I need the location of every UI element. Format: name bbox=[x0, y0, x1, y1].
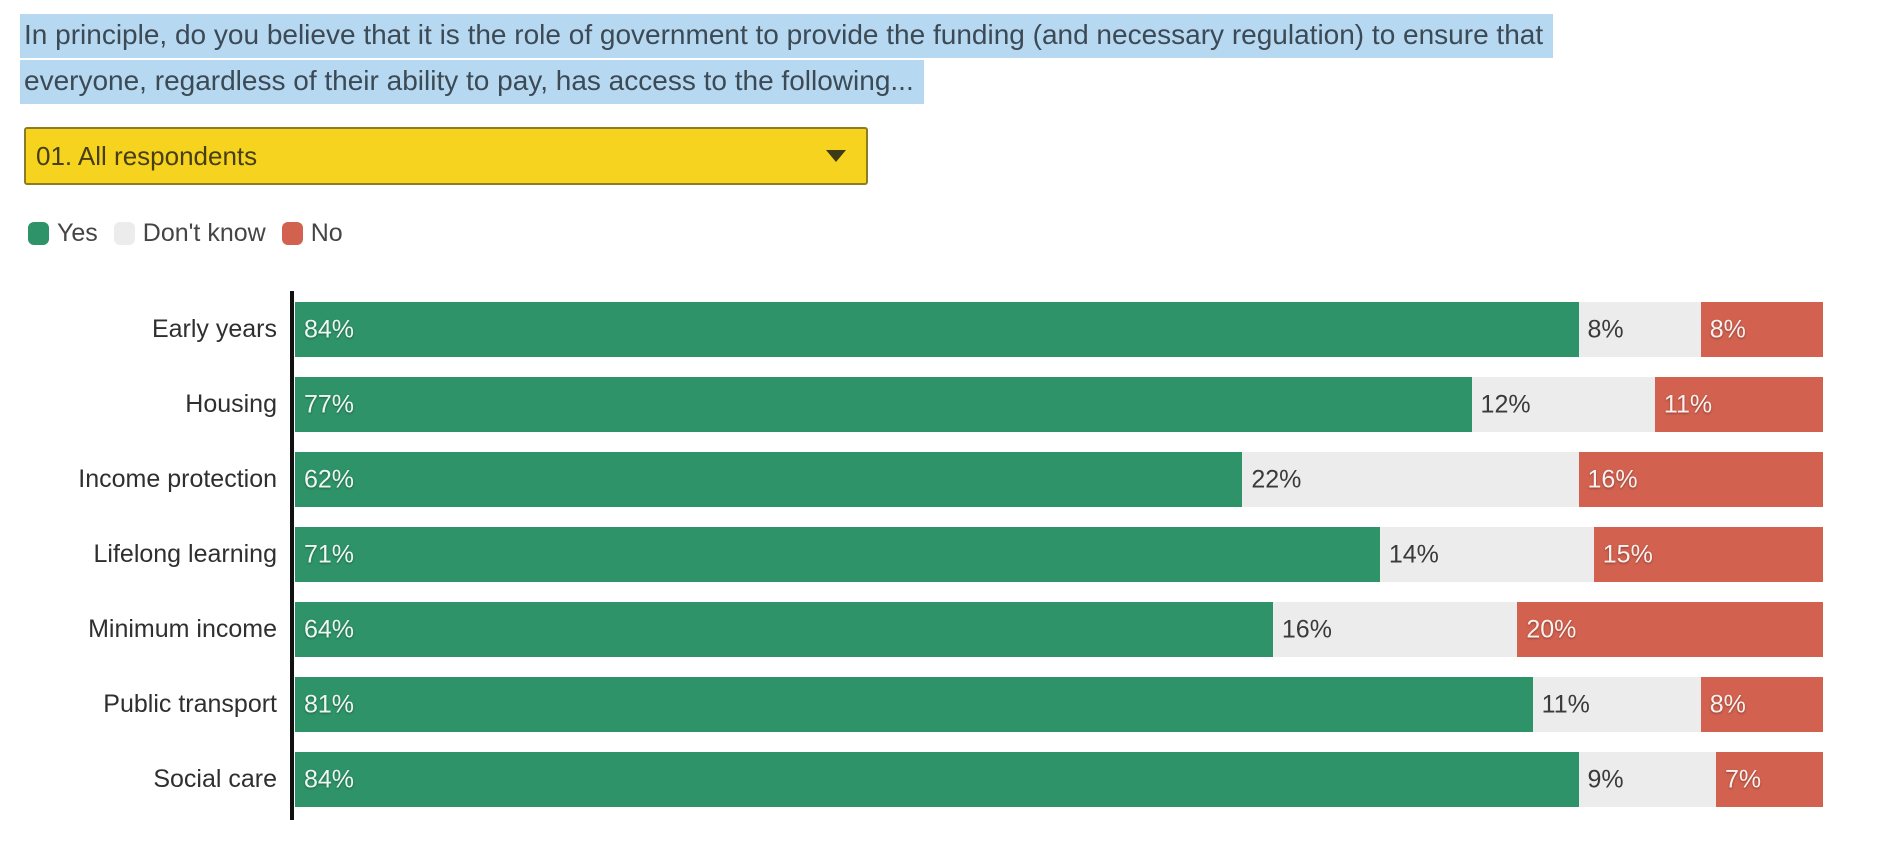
bar-track: 62% 22% 16% bbox=[295, 452, 1823, 507]
category-label: Income protection bbox=[78, 465, 277, 493]
bar-segment-no[interactable]: 16% bbox=[1578, 452, 1823, 507]
segment-value-label: 81% bbox=[304, 690, 355, 718]
bar-segment-no[interactable]: 20% bbox=[1517, 602, 1823, 657]
bar-segment-don-t-know[interactable]: 11% bbox=[1532, 677, 1701, 732]
legend-label: No bbox=[310, 219, 343, 247]
bar-segment-don-t-know[interactable]: 22% bbox=[1242, 452, 1579, 507]
bar-row-public-transport: Public transport 81% 11% 8% bbox=[0, 677, 1882, 732]
legend-label: Don't know bbox=[142, 219, 266, 247]
bar-segment-don-t-know[interactable]: 12% bbox=[1471, 377, 1655, 432]
segment-value-label: 8% bbox=[1709, 690, 1746, 718]
bar-segment-yes[interactable]: 84% bbox=[295, 302, 1579, 357]
legend-swatch-icon bbox=[281, 222, 303, 245]
segment-value-label: 15% bbox=[1602, 540, 1653, 568]
chart-legend: Yes Don't know No bbox=[28, 219, 343, 248]
bar-segment-no[interactable]: 8% bbox=[1700, 677, 1823, 732]
bar-track: 81% 11% 8% bbox=[295, 677, 1823, 732]
bar-row-minimum-income: Minimum income 64% 16% 20% bbox=[0, 602, 1882, 657]
segment-value-label: 9% bbox=[1587, 765, 1624, 793]
bar-segment-don-t-know[interactable]: 16% bbox=[1272, 602, 1518, 657]
page-title: In principle, do you believe that it is … bbox=[20, 14, 1554, 106]
legend-item-don-t-know[interactable]: Don't know bbox=[113, 219, 266, 248]
bar-row-social-care: Social care 84% 9% 7% bbox=[0, 752, 1882, 807]
bar-segment-no[interactable]: 7% bbox=[1716, 752, 1823, 807]
segment-value-label: 12% bbox=[1480, 390, 1531, 418]
segment-value-label: 62% bbox=[304, 465, 355, 493]
segment-value-label: 84% bbox=[304, 315, 355, 343]
bar-segment-yes[interactable]: 77% bbox=[295, 377, 1472, 432]
bar-segment-yes[interactable]: 64% bbox=[295, 602, 1273, 657]
segment-value-label: 11% bbox=[1541, 690, 1590, 718]
bar-segment-yes[interactable]: 62% bbox=[295, 452, 1243, 507]
bar-row-housing: Housing 77% 12% 11% bbox=[0, 377, 1882, 432]
legend-swatch-icon bbox=[113, 222, 135, 245]
segment-value-label: 8% bbox=[1709, 315, 1746, 343]
bar-track: 84% 8% 8% bbox=[295, 302, 1823, 357]
bar-row-income-protection: Income protection 62% 22% 16% bbox=[0, 452, 1882, 507]
bar-segment-don-t-know[interactable]: 14% bbox=[1379, 527, 1594, 582]
category-label: Housing bbox=[185, 390, 277, 418]
segment-value-label: 16% bbox=[1281, 615, 1332, 643]
bar-track: 71% 14% 15% bbox=[295, 527, 1823, 582]
bar-track: 77% 12% 11% bbox=[295, 377, 1823, 432]
segment-value-label: 20% bbox=[1526, 615, 1577, 643]
segment-value-label: 16% bbox=[1587, 465, 1638, 493]
page-title-line-2: everyone, regardless of their ability to… bbox=[20, 60, 924, 104]
segment-value-label: 8% bbox=[1587, 315, 1624, 343]
bar-segment-no[interactable]: 11% bbox=[1654, 377, 1823, 432]
legend-label: Yes bbox=[57, 219, 98, 247]
segment-value-label: 77% bbox=[304, 390, 355, 418]
bar-segment-no[interactable]: 8% bbox=[1700, 302, 1823, 357]
bar-track: 84% 9% 7% bbox=[295, 752, 1823, 807]
stacked-bar-chart: Early years 84% 8% 8% Housing 77% 12% 11% Income… bbox=[0, 291, 1882, 820]
y-axis-line bbox=[290, 291, 294, 820]
respondents-dropdown[interactable]: 01. All respondents bbox=[24, 127, 868, 185]
bar-track: 64% 16% 20% bbox=[295, 602, 1823, 657]
legend-swatch-icon bbox=[28, 222, 49, 245]
segment-value-label: 7% bbox=[1725, 765, 1762, 793]
segment-value-label: 22% bbox=[1251, 465, 1302, 493]
bar-segment-don-t-know[interactable]: 9% bbox=[1578, 752, 1717, 807]
category-label: Public transport bbox=[103, 690, 277, 718]
category-label: Social care bbox=[153, 765, 277, 793]
chevron-down-icon bbox=[826, 150, 846, 162]
segment-value-label: 14% bbox=[1388, 540, 1439, 568]
bar-row-lifelong-learning: Lifelong learning 71% 14% 15% bbox=[0, 527, 1882, 582]
page-title-line-1: In principle, do you believe that it is … bbox=[20, 14, 1554, 58]
category-label: Early years bbox=[151, 315, 277, 343]
bar-segment-yes[interactable]: 84% bbox=[295, 752, 1579, 807]
dropdown-selected-value: 01. All respondents bbox=[36, 140, 258, 171]
bar-segment-yes[interactable]: 81% bbox=[295, 677, 1533, 732]
segment-value-label: 84% bbox=[304, 765, 355, 793]
bar-row-early-years: Early years 84% 8% 8% bbox=[0, 302, 1882, 357]
bar-segment-yes[interactable]: 71% bbox=[295, 527, 1380, 582]
bar-segment-don-t-know[interactable]: 8% bbox=[1578, 302, 1701, 357]
legend-item-no[interactable]: No bbox=[281, 219, 343, 248]
category-label: Lifelong learning bbox=[93, 540, 277, 568]
bar-segment-no[interactable]: 15% bbox=[1593, 527, 1823, 582]
legend-item-yes[interactable]: Yes bbox=[28, 219, 98, 248]
category-label: Minimum income bbox=[88, 615, 277, 643]
segment-value-label: 11% bbox=[1663, 390, 1713, 418]
segment-value-label: 64% bbox=[304, 615, 355, 643]
segment-value-label: 71% bbox=[304, 540, 355, 568]
